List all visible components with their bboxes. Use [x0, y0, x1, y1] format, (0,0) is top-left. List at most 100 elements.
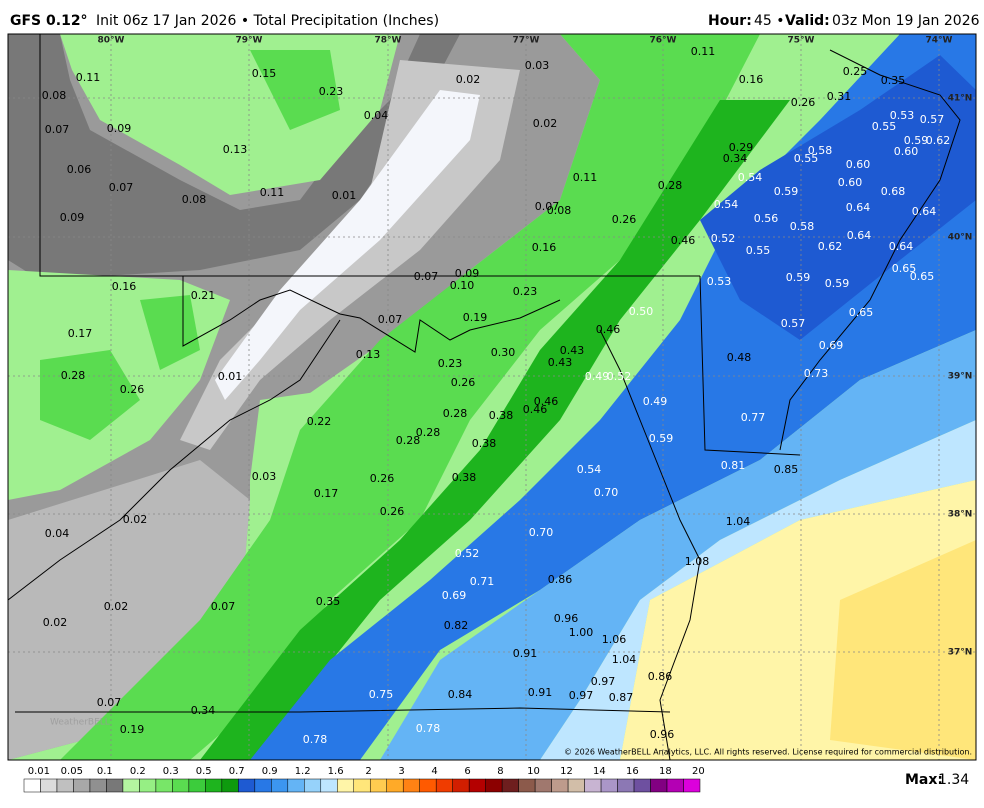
colorbar-cell: [271, 778, 289, 793]
colorbar-cell: [567, 778, 585, 793]
precip-value: 0.64: [846, 201, 871, 214]
colorbar-label: 3: [398, 766, 404, 777]
green-spot: [250, 50, 340, 130]
precip-value: 0.58: [808, 144, 833, 157]
precip-value: 0.23: [319, 85, 344, 98]
colorbar-cell: [518, 778, 536, 793]
precip-value: 0.55: [794, 152, 819, 165]
dark-green-band: [200, 100, 790, 760]
run-info: Init 06z 17 Jan 2026 • Total Precipitati…: [96, 13, 439, 29]
colorbar-cell: [304, 778, 322, 793]
copyright: © 2026 WeatherBELL Analytics, LLC. All r…: [564, 748, 972, 757]
colorbar-cell: [254, 778, 272, 793]
precip-value: 0.07: [109, 181, 134, 194]
precip-value: 0.60: [894, 145, 919, 158]
precip-value: 1.08: [685, 555, 710, 568]
colorbar-label: 1.6: [328, 766, 344, 777]
precip-value: 0.54: [714, 198, 739, 211]
map-background: [8, 34, 976, 760]
precip-value: 0.11: [691, 45, 716, 58]
colorbar-cell: [600, 778, 618, 793]
precip-value: 0.59: [825, 277, 850, 290]
precip-value: 0.07: [414, 270, 439, 283]
precip-value: 0.54: [577, 463, 602, 476]
longitude-label: 74°W: [926, 36, 953, 46]
colorbar-cell: [73, 778, 91, 793]
latitude-label: 40°N: [948, 233, 973, 243]
longitude-label: 78°W: [375, 36, 402, 46]
precip-value: 0.08: [42, 89, 67, 102]
precip-value: 0.26: [451, 376, 476, 389]
dark-blue-area: [700, 55, 976, 340]
graticule: [8, 34, 976, 760]
precip-value: 0.59: [774, 185, 799, 198]
precip-value: 0.91: [528, 686, 553, 699]
precip-value: 0.13: [356, 348, 381, 361]
precip-value: 1.04: [726, 515, 751, 528]
precip-value: 0.96: [554, 612, 579, 625]
colorbar-label: 0.05: [61, 766, 83, 777]
md-wv-border: [182, 276, 561, 353]
precip-value: 0.49: [643, 395, 668, 408]
precip-value: 0.26: [612, 213, 637, 226]
precip-value: 0.28: [396, 434, 421, 447]
latitude-label: 38°N: [948, 510, 973, 520]
precip-value: 0.57: [920, 113, 945, 126]
colorbar-cell: [683, 778, 701, 793]
precip-value: 0.69: [442, 589, 467, 602]
precip-value: 0.26: [370, 472, 395, 485]
precip-value: 0.46: [671, 234, 696, 247]
precip-value: 0.50: [629, 305, 654, 318]
precip-value: 0.16: [112, 280, 137, 293]
green-spot-left: [40, 350, 140, 440]
precip-value: 0.03: [252, 470, 277, 483]
precip-value: 0.54: [738, 171, 763, 184]
precip-value: 0.48: [727, 351, 752, 364]
precip-value: 0.17: [314, 487, 339, 500]
longitude-label: 79°W: [236, 36, 263, 46]
max-label: Max:: [905, 772, 943, 788]
precip-value: 0.55: [872, 120, 897, 133]
precip-value: 0.43: [548, 356, 573, 369]
precip-value: 0.02: [123, 513, 148, 526]
colorbar-cell: [534, 778, 552, 793]
precip-value: 0.86: [648, 670, 673, 683]
precip-value: 0.02: [533, 117, 558, 130]
precip-value: 0.82: [444, 619, 469, 632]
model-name: GFS 0.12°: [10, 13, 88, 29]
precip-value: 0.01: [218, 370, 243, 383]
map-frame: [7, 33, 977, 761]
colorbar-cell: [106, 778, 124, 793]
longitude-label: 77°W: [513, 36, 540, 46]
precip-value: 0.78: [303, 733, 328, 746]
precip-value: 0.25: [843, 65, 868, 78]
colorbar-cell: [337, 778, 355, 793]
colorbar-cell: [501, 778, 519, 793]
precip-value: 0.73: [804, 367, 829, 380]
precip-value: 0.52: [711, 232, 736, 245]
colorbar-cell: [551, 778, 569, 793]
colorbar-label: 6: [464, 766, 470, 777]
colorbar-cell: [122, 778, 140, 793]
precip-value: 0.35: [316, 595, 341, 608]
precip-value: 0.28: [61, 369, 86, 382]
colorbar-label: 10: [527, 766, 540, 777]
precip-value: 0.16: [532, 241, 557, 254]
precip-value: 0.31: [827, 90, 852, 103]
precip-value: 0.26: [791, 96, 816, 109]
precip-value: 0.77: [741, 411, 766, 424]
precip-value: 0.97: [591, 675, 616, 688]
colorbar-label: 16: [626, 766, 639, 777]
precip-value: 0.13: [223, 143, 248, 156]
precip-value: 0.19: [120, 723, 145, 736]
precip-value: 0.59: [786, 271, 811, 284]
white-strip: [215, 90, 480, 400]
va-nc-border: [15, 707, 671, 713]
precip-value: 0.53: [707, 275, 732, 288]
pa-border: [39, 34, 700, 277]
colorbar-cell: [188, 778, 206, 793]
light-blue-band: [380, 330, 976, 760]
precip-value: 0.59: [649, 432, 674, 445]
bay-coast: [599, 329, 701, 760]
